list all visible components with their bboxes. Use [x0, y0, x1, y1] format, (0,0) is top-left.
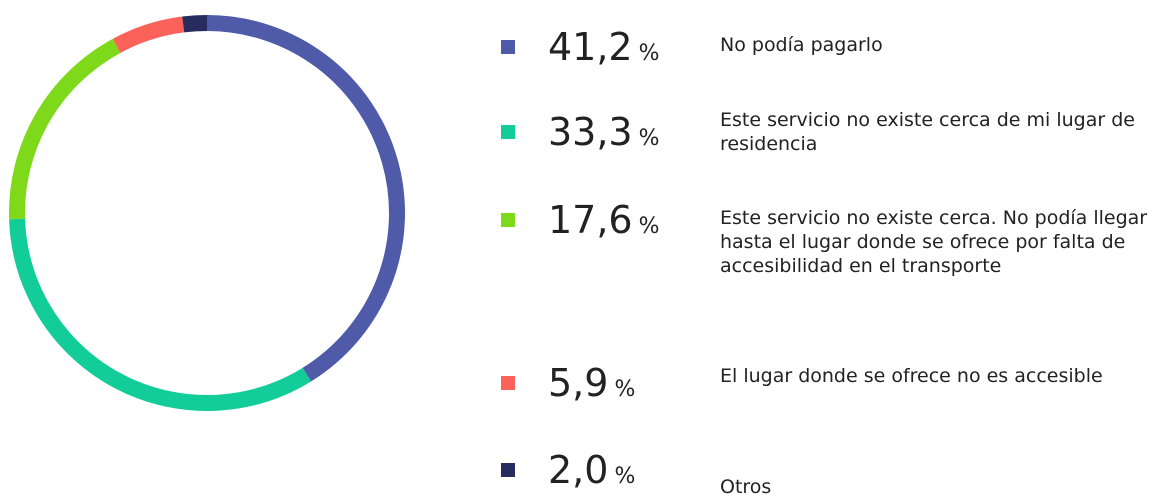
legend-swatch — [501, 40, 515, 54]
value-unit: % — [638, 41, 660, 66]
legend-label-wrap: No podía pagarlo — [720, 33, 1164, 57]
legend-label: El lugar donde se ofrece no es accesible — [720, 365, 1103, 387]
value-unit: % — [614, 377, 636, 402]
legend-label-wrap: El lugar donde se ofrece no es accesible — [720, 364, 1164, 388]
donut-chart — [9, 15, 405, 411]
value-label: 41,2 — [548, 25, 633, 69]
legend-swatch — [501, 463, 515, 477]
legend-swatch — [501, 213, 515, 227]
legend-swatch — [501, 125, 515, 139]
donut-segment — [112, 16, 185, 54]
legend-label: No podía pagarlo — [720, 34, 883, 56]
value-label-wrap: 33,3% — [548, 113, 660, 151]
donut-segment — [206, 15, 405, 382]
value-label: 2,0 — [548, 448, 609, 492]
value-label-wrap: 17,6% — [548, 201, 660, 239]
donut-segment — [182, 15, 208, 33]
legend-swatch — [501, 376, 515, 390]
value-unit: % — [614, 464, 636, 489]
value-label-wrap: 41,2% — [548, 28, 660, 66]
donut-segment — [9, 218, 311, 411]
legend-label-wrap: Este servicio no existe cerca. No podía … — [720, 206, 1164, 278]
value-label: 5,9 — [548, 361, 609, 405]
value-label: 33,3 — [548, 110, 633, 154]
legend-label-wrap: Otros — [720, 475, 1164, 499]
donut-segment — [9, 38, 121, 220]
value-unit: % — [638, 214, 660, 239]
value-label-wrap: 2,0% — [548, 451, 635, 489]
legend-label: Otros — [720, 476, 772, 498]
value-unit: % — [638, 126, 660, 151]
value-label: 17,6 — [548, 198, 633, 242]
legend-label: Este servicio no existe cerca de mi luga… — [720, 109, 1135, 155]
legend-label: Este servicio no existe cerca. No podía … — [720, 207, 1148, 277]
value-label-wrap: 5,9% — [548, 364, 635, 402]
legend-label-wrap: Este servicio no existe cerca de mi luga… — [720, 108, 1164, 156]
